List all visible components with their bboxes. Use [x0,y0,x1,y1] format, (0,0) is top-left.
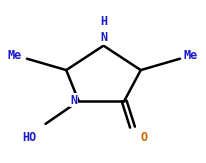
Text: O: O [140,131,147,144]
Text: H: H [99,15,107,28]
Text: HO: HO [22,131,36,144]
Text: N: N [70,94,77,107]
Text: Me: Me [7,49,21,62]
Text: Me: Me [183,49,197,62]
Text: N: N [99,31,107,44]
